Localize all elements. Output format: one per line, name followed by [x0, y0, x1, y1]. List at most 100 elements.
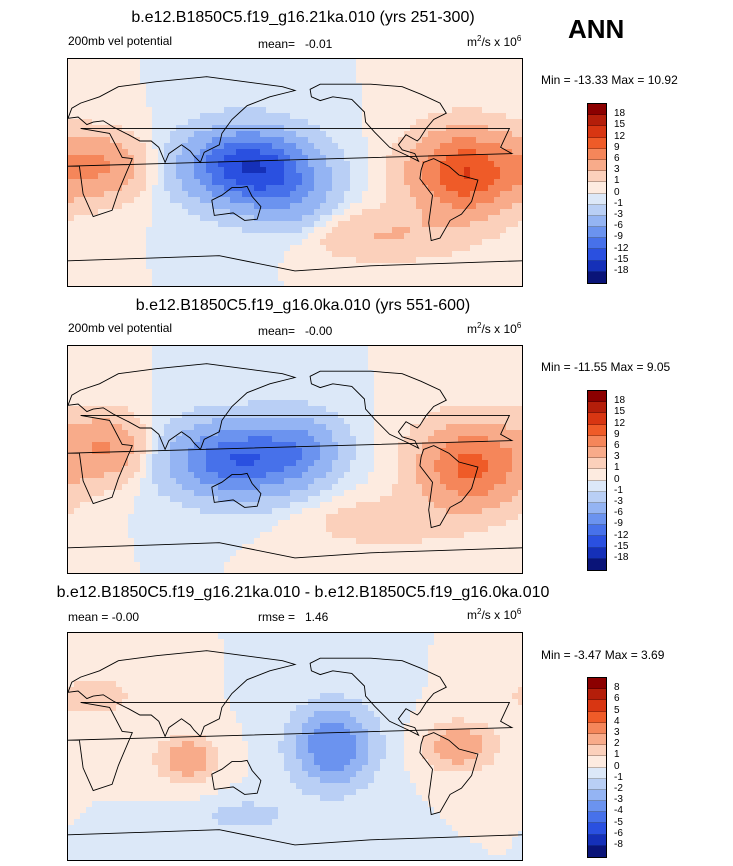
contour-cell [380, 59, 387, 66]
contour-cell [362, 364, 369, 371]
contour-cell [158, 424, 165, 431]
contour-cell [380, 209, 387, 216]
contour-cell [266, 59, 273, 66]
contour-cell [512, 412, 519, 419]
contour-cell [458, 107, 465, 114]
contour-cell [236, 490, 243, 497]
contour-cell [392, 346, 399, 353]
contour-cell [140, 454, 147, 461]
contour-cell [344, 83, 351, 90]
contour-cell [422, 71, 429, 78]
contour-cell [506, 382, 513, 389]
contour-cell [164, 143, 171, 150]
contour-cell [206, 101, 213, 108]
contour-cell [230, 143, 237, 150]
contour-cell [242, 406, 249, 413]
contour-cell [302, 65, 309, 72]
contour-cell [338, 448, 345, 455]
contour-cell [254, 382, 261, 389]
contour-cell [254, 227, 261, 234]
contour-cell [326, 281, 333, 286]
contour-cell [122, 71, 129, 78]
contour-cell [500, 83, 507, 90]
contour-cell [248, 83, 255, 90]
contour-cell [296, 107, 303, 114]
contour-cell [272, 71, 279, 78]
contour-cell [206, 490, 213, 497]
contour-cell [158, 394, 165, 401]
contour-cell [266, 442, 273, 449]
contour-cell [422, 95, 429, 102]
contour-cell [476, 179, 483, 186]
contour-cell [248, 484, 255, 491]
contour-cell [194, 257, 201, 264]
contour-cell [242, 227, 249, 234]
contour-cell [260, 364, 267, 371]
contour-cell [320, 436, 327, 443]
contour-cell [446, 436, 453, 443]
contour-cell [170, 95, 177, 102]
contour-cell [200, 245, 207, 252]
contour-cell [482, 364, 489, 371]
contour-cell [176, 454, 183, 461]
contour-cell [422, 215, 429, 222]
contour-cell [428, 496, 435, 503]
contour-cell [104, 239, 111, 246]
contour-cell [476, 454, 483, 461]
contour-cell [158, 406, 165, 413]
contour-cell [224, 502, 231, 509]
contour-cell [350, 59, 357, 66]
contour-cell [224, 424, 231, 431]
contour-cell [446, 77, 453, 84]
contour-cell [188, 346, 195, 353]
contour-cell [308, 490, 315, 497]
contour-cell [344, 143, 351, 150]
contour-cell [176, 460, 183, 467]
contour-cell [380, 95, 387, 102]
contour-cell [200, 490, 207, 497]
contour-cell [212, 65, 219, 72]
contour-cell [218, 59, 225, 66]
contour-cell [428, 83, 435, 90]
contour-cell [374, 442, 381, 449]
contour-cell [494, 143, 501, 150]
contour-cell [380, 281, 387, 286]
contour-cell [80, 83, 87, 90]
contour-cell [128, 239, 135, 246]
contour-cell [344, 448, 351, 455]
contour-cell [482, 448, 489, 455]
contour-cell [98, 251, 105, 258]
contour-cell [470, 442, 477, 449]
contour-cell [470, 197, 477, 204]
contour-cell [170, 233, 177, 240]
contour-cell [314, 239, 321, 246]
contour-cell [320, 263, 327, 270]
contour-cell [476, 346, 483, 353]
contour-cell [332, 454, 339, 461]
contour-cell [266, 257, 273, 264]
contour-cell [482, 71, 489, 78]
contour-cell [158, 161, 165, 168]
contour-cell [470, 358, 477, 365]
contour-cell [296, 89, 303, 96]
contour-cell [194, 77, 201, 84]
contour-cell [134, 436, 141, 443]
contour-cell [434, 269, 441, 276]
contour-cell [176, 418, 183, 425]
contour-cell [518, 442, 522, 449]
contour-cell [440, 281, 447, 286]
contour-cell [98, 143, 105, 150]
contour-cell [116, 95, 123, 102]
contour-cell [440, 454, 447, 461]
contour-cell [92, 107, 99, 114]
contour-cell [152, 239, 159, 246]
contour-cell [440, 191, 447, 198]
contour-cell [500, 185, 507, 192]
contour-cell [266, 227, 273, 234]
contour-cell [296, 352, 303, 359]
contour-cell [494, 77, 501, 84]
contour-cell [170, 346, 177, 353]
contour-cell [284, 502, 291, 509]
contour-cell [302, 346, 309, 353]
contour-cell [272, 245, 279, 252]
